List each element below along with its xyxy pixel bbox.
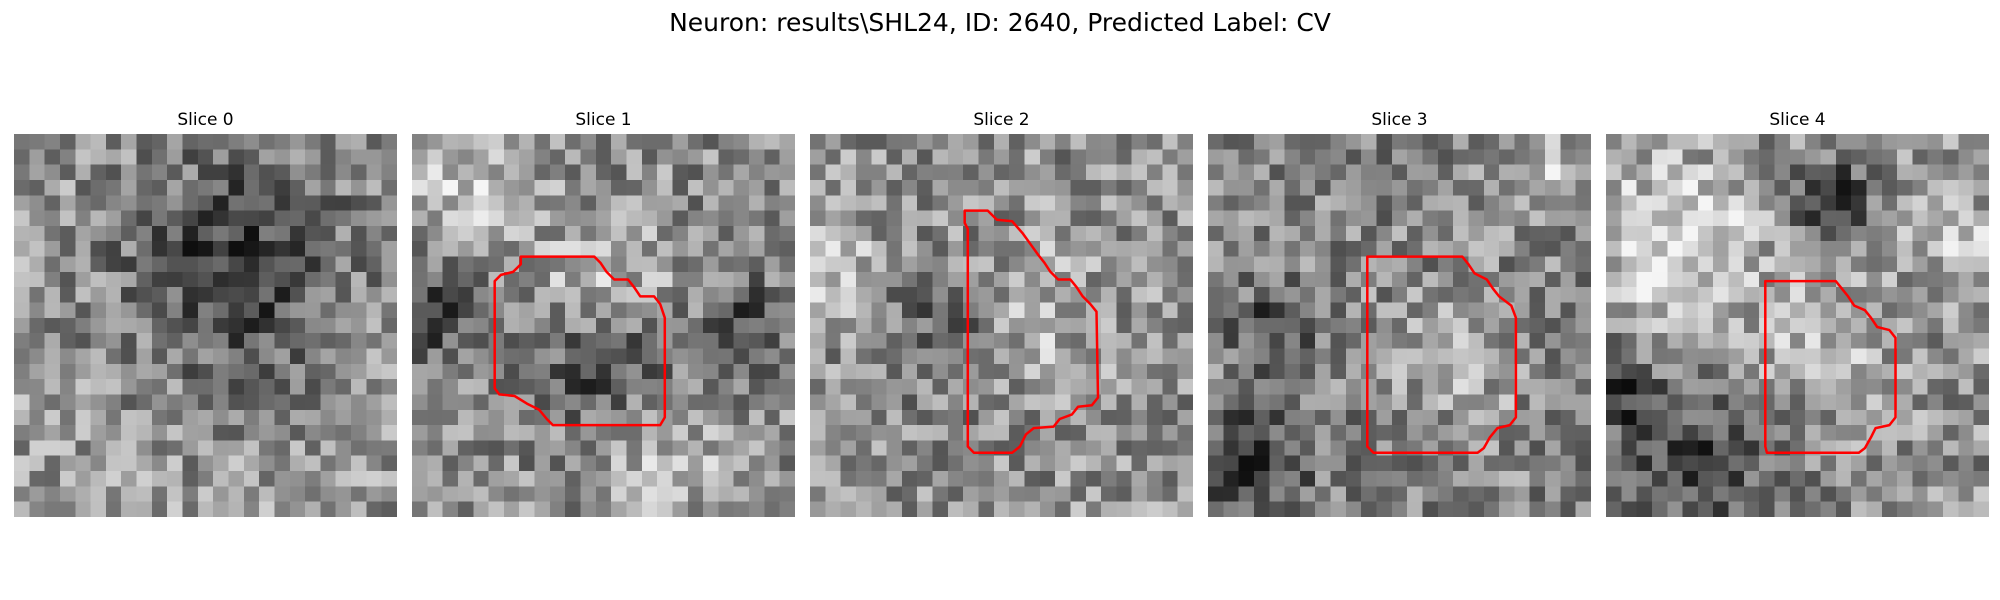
- figure-title: Neuron: results\SHL24, ID: 2640, Predict…: [669, 8, 1331, 37]
- slice-title: Slice 4: [1769, 110, 1826, 130]
- slice-image: [14, 134, 397, 517]
- slice-image: [810, 134, 1193, 517]
- pixel-grid: [810, 134, 1193, 517]
- pixel-grid: [14, 134, 397, 517]
- slice-panel-4: Slice 4: [1606, 108, 1989, 518]
- slice-image: [1606, 134, 1989, 517]
- pixel-grid: [1606, 134, 1989, 517]
- roi-contour: [1366, 255, 1518, 454]
- slice-title: Slice 1: [575, 110, 632, 130]
- slice-image: [412, 134, 795, 517]
- roi-contour: [963, 209, 1100, 454]
- slice-panel-0: Slice 0: [14, 108, 397, 518]
- roi-contour: [1764, 279, 1897, 454]
- slice-panel-1: Slice 1: [412, 108, 795, 518]
- slice-title: Slice 3: [1371, 110, 1428, 130]
- slice-panel-2: Slice 2: [810, 108, 1193, 518]
- slice-image: [1208, 134, 1591, 517]
- slice-panel-3: Slice 3: [1208, 108, 1591, 518]
- slice-title: Slice 0: [177, 110, 234, 130]
- pixel-grid: [1208, 134, 1591, 517]
- roi-contour: [493, 255, 667, 427]
- slice-title: Slice 2: [973, 110, 1030, 130]
- pixel-grid: [412, 134, 795, 517]
